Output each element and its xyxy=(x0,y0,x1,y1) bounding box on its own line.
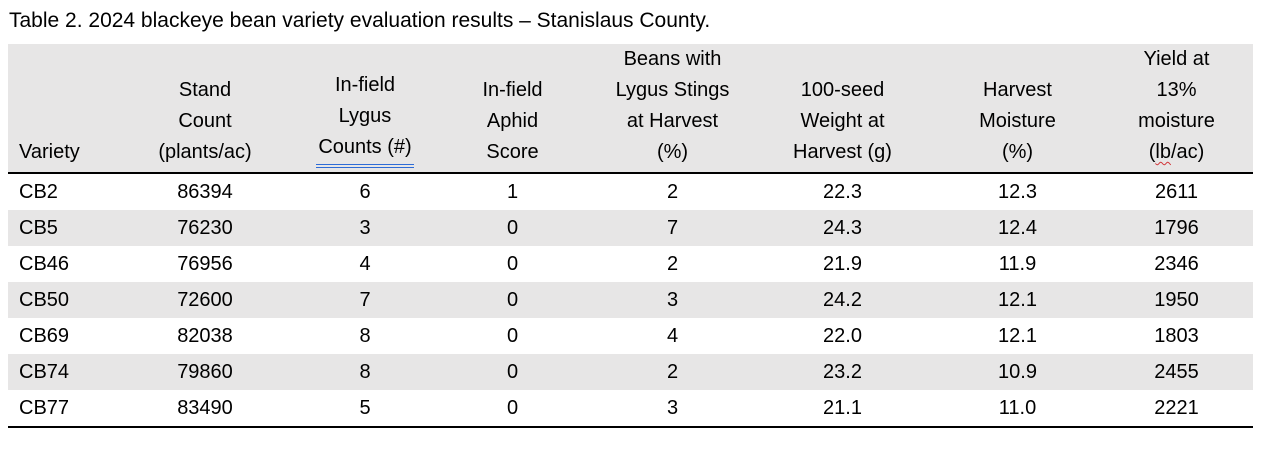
table-row: CB46 76956 4 0 2 21.9 11.9 2346 xyxy=(8,246,1253,282)
yield-unit-label: (lb/ac) xyxy=(1148,141,1205,163)
cell-seed-weight: 22.0 xyxy=(823,325,862,347)
cell-harvest-moisture: 12.1 xyxy=(998,289,1037,311)
cell-yield: 1803 xyxy=(1154,325,1199,347)
column-header-lygus-stings: Beans with Lygus Stings at Harvest (%) xyxy=(595,44,750,174)
cell-variety: CB50 xyxy=(19,289,70,311)
table-row: CB74 79860 8 0 2 23.2 10.9 2455 xyxy=(8,354,1253,390)
cell-variety: CB77 xyxy=(8,390,110,428)
cell-seed-weight: 21.9 xyxy=(823,253,862,275)
table-row: CB2 86394 6 1 2 22.3 12.3 2611 xyxy=(8,173,1253,210)
column-header-yield: Yield at 13% moisture (lb/ac) xyxy=(1100,44,1253,174)
cell-lygus-counts: 4 xyxy=(359,253,371,275)
cell-yield: 1950 xyxy=(1154,289,1199,311)
column-header-aphid-score: In-field Aphid Score xyxy=(430,44,595,174)
cell-yield: 2611 xyxy=(1154,181,1198,203)
spellcheck-wavy-underline: lb xyxy=(1155,141,1171,163)
table-row: CB69 82038 8 0 4 22.0 12.1 1803 xyxy=(8,318,1253,354)
cell-aphid-score: 0 xyxy=(506,217,519,239)
column-header-lygus-counts: In-field Lygus Counts (#) xyxy=(300,44,430,174)
cell-lygus-stings: 3 xyxy=(666,289,679,311)
column-header-variety: Variety xyxy=(8,44,110,174)
cell-stand-count: 86394 xyxy=(177,181,233,203)
cell-harvest-moisture: 12.4 xyxy=(998,217,1037,239)
cell-lygus-counts: 8 xyxy=(359,361,371,383)
cell-stand-count: 76230 xyxy=(177,217,233,239)
cell-variety: CB46 xyxy=(19,253,70,275)
cell-lygus-counts: 3 xyxy=(359,217,371,239)
column-header-harvest-moisture: Harvest Moisture (%) xyxy=(935,44,1100,174)
cell-lygus-counts: 6 xyxy=(359,181,371,203)
table-row: CB5 76230 3 0 7 24.3 12.4 1796 xyxy=(8,210,1253,246)
table-row: CB77 83490 5 0 3 21.1 11.0 2221 xyxy=(8,390,1253,428)
cell-lygus-counts: 5 xyxy=(300,390,430,428)
cell-lygus-stings: 3 xyxy=(595,390,750,428)
cell-seed-weight: 22.3 xyxy=(823,181,862,203)
cell-harvest-moisture: 11.9 xyxy=(998,253,1037,275)
cell-stand-count: 79860 xyxy=(177,361,233,383)
cell-aphid-score: 1 xyxy=(506,181,519,203)
cell-stand-count: 82038 xyxy=(177,325,233,347)
table-row: CB50 72600 7 0 3 24.2 12.1 1950 xyxy=(8,282,1253,318)
cell-harvest-moisture: 11.0 xyxy=(935,390,1100,428)
cell-harvest-moisture: 12.1 xyxy=(998,325,1037,347)
cell-variety: CB2 xyxy=(19,181,58,203)
cell-stand-count: 83490 xyxy=(110,390,300,428)
column-header-seed-weight: 100-seed Weight at Harvest (g) xyxy=(750,44,935,174)
cell-seed-weight: 23.2 xyxy=(823,361,862,383)
cell-lygus-stings: 4 xyxy=(666,325,679,347)
column-header-stand-count: Stand Count (plants/ac) xyxy=(110,44,300,174)
table-caption: Table 2. 2024 blackeye bean variety eval… xyxy=(9,9,711,32)
cell-yield: 2346 xyxy=(1154,253,1199,275)
cell-lygus-counts: 7 xyxy=(359,289,371,311)
cell-aphid-score: 0 xyxy=(506,253,519,275)
cell-lygus-stings: 2 xyxy=(666,361,679,383)
cell-aphid-score: 0 xyxy=(430,390,595,428)
cell-aphid-score: 0 xyxy=(506,361,519,383)
cell-seed-weight: 21.1 xyxy=(750,390,935,428)
cell-seed-weight: 24.2 xyxy=(823,289,862,311)
cell-variety: CB69 xyxy=(19,325,70,347)
cell-seed-weight: 24.3 xyxy=(823,217,862,239)
cell-yield: 1796 xyxy=(1154,217,1199,239)
grammar-check-double-underline: Counts (#) xyxy=(316,132,414,168)
cell-lygus-counts: 8 xyxy=(359,325,371,347)
results-table: Variety Stand Count (plants/ac) In-field… xyxy=(8,44,1253,428)
cell-yield: 2455 xyxy=(1154,361,1199,383)
cell-stand-count: 76956 xyxy=(177,253,233,275)
cell-variety: CB74 xyxy=(19,361,70,383)
header-row: Variety Stand Count (plants/ac) In-field… xyxy=(8,44,1253,174)
cell-harvest-moisture: 10.9 xyxy=(998,361,1037,383)
cell-aphid-score: 0 xyxy=(506,325,519,347)
cell-lygus-stings: 7 xyxy=(666,217,679,239)
cell-lygus-stings: 2 xyxy=(666,181,679,203)
cell-variety: CB5 xyxy=(19,217,58,239)
cell-harvest-moisture: 12.3 xyxy=(998,181,1037,203)
cell-stand-count: 72600 xyxy=(177,289,233,311)
cell-aphid-score: 0 xyxy=(506,289,519,311)
cell-yield: 2221 xyxy=(1100,390,1253,428)
cell-lygus-stings: 2 xyxy=(666,253,679,275)
